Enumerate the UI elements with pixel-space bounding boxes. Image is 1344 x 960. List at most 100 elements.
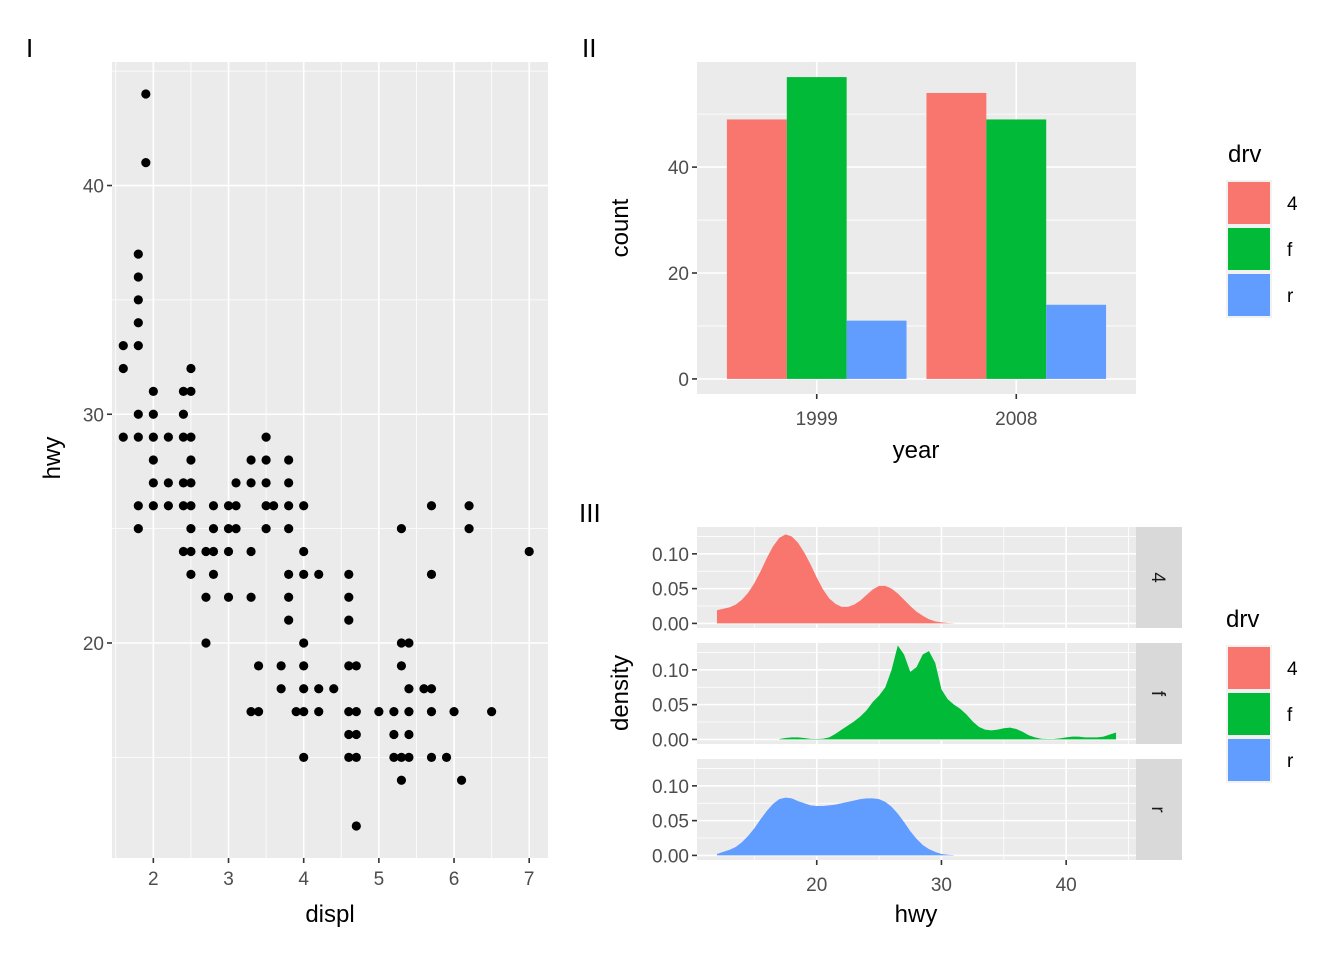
bar-legend: drv 4 f r (1226, 141, 1298, 318)
scatter-point (201, 638, 211, 648)
scatter-point (246, 478, 256, 488)
scatter-point (246, 546, 256, 557)
facet-strip-label: f (1147, 691, 1168, 697)
scatter-point (178, 501, 189, 511)
scatter-point (148, 409, 158, 419)
scatter-point (133, 272, 143, 282)
density-y-axis-title: density (607, 655, 634, 731)
facet-strip (1136, 527, 1182, 628)
legend-swatch-f (1228, 693, 1270, 735)
scatter-point (291, 707, 301, 717)
scatter-point (148, 478, 158, 488)
scatter-point (201, 592, 211, 602)
density-x-axis-title: hwy (895, 901, 938, 928)
x-tick-label: 3 (223, 869, 234, 890)
scatter-point (404, 638, 414, 648)
scatter-point (396, 524, 407, 534)
scatter-point (201, 546, 211, 557)
density-facets: 4 0.00 0.05 0.10 f 0.00 0.05 0.10 r 0.00 0.05 0.10 (652, 527, 1182, 867)
scatter-point (344, 752, 354, 762)
scatter-point (314, 707, 324, 717)
density-panel: III 4 0.00 0.05 0.10 f 0.00 0.05 0.10 r 0.00 0.05 0… (579, 498, 1298, 928)
scatter-point (231, 501, 241, 511)
legend-label-f: f (1287, 240, 1293, 261)
y-tick-label: 0.00 (652, 614, 689, 635)
scatter-point (426, 684, 437, 694)
scatter-point (269, 501, 279, 511)
scatter-point (118, 363, 128, 374)
legend-label-r: r (1287, 286, 1294, 307)
scatter-point (118, 432, 128, 442)
legend-swatch-r (1228, 739, 1270, 781)
density-area-4 (716, 534, 954, 624)
y-tick-label: 0 (678, 370, 689, 391)
scatter-point (261, 455, 271, 465)
scatter-point (118, 341, 128, 351)
density-facet-f: f 0.00 0.05 0.10 (652, 643, 1182, 751)
scatter-point (426, 569, 437, 579)
x-tick-label: 5 (374, 869, 385, 890)
scatter-point (351, 707, 361, 717)
x-tick-label: 30 (931, 875, 952, 896)
legend-swatch-4 (1228, 647, 1270, 689)
y-tick-label: 0.05 (652, 580, 689, 601)
scatter-point (404, 729, 414, 740)
x-tick-label: 6 (449, 869, 460, 890)
scatter-point (163, 501, 173, 511)
scatter-point (178, 546, 189, 557)
facet-strip-label: 4 (1147, 572, 1168, 583)
scatter-point (186, 546, 196, 557)
scatter-point (223, 546, 234, 557)
scatter-point (231, 524, 241, 534)
scatter-point (389, 729, 399, 740)
scatter-plot-background (112, 62, 548, 858)
scatter-point (389, 707, 399, 717)
scatter-point (186, 432, 196, 442)
density-facet-4: 4 0.00 0.05 0.10 (652, 527, 1182, 635)
facet-strip-label: r (1147, 806, 1168, 813)
scatter-point (284, 592, 294, 602)
scatter-point (133, 432, 143, 442)
bar-1999-r (846, 320, 907, 379)
scatter-points (118, 89, 534, 831)
scatter-point (299, 638, 309, 648)
y-tick-label: 0.00 (652, 730, 689, 751)
bar-1999-4 (726, 119, 787, 379)
scatter-point (133, 341, 143, 351)
scatter-point (284, 524, 294, 534)
scatter-point (148, 501, 158, 511)
scatter-point (261, 432, 271, 442)
scatter-point (419, 684, 429, 694)
scatter-point (344, 569, 354, 579)
scatter-point (449, 707, 459, 717)
scatter-point (299, 546, 309, 557)
scatter-point (186, 569, 196, 579)
scatter-x-axis-title: displ (305, 901, 354, 928)
x-tick-label: 1999 (796, 409, 838, 430)
density-x-axis: 20 30 40 (806, 860, 1077, 896)
scatter-point (133, 318, 143, 328)
scatter-point (141, 89, 151, 99)
scatter-point (299, 661, 309, 671)
scatter-point (284, 478, 294, 488)
scatter-point (299, 569, 309, 579)
scatter-point (389, 752, 399, 762)
x-tick-label: 7 (524, 869, 535, 890)
scatter-point (178, 386, 189, 396)
scatter-point (299, 752, 309, 762)
scatter-x-axis: 2 3 4 5 6 7 (148, 858, 534, 890)
scatter-point (178, 478, 189, 488)
bar-1999-f (786, 77, 847, 379)
density-legend: drv 4 f r (1226, 606, 1298, 783)
scatter-point (186, 455, 196, 465)
scatter-point (456, 775, 467, 785)
y-tick-label: 40 (668, 158, 689, 179)
scatter-point (141, 158, 151, 168)
scatter-point (223, 501, 234, 511)
bar-y-axis-title: count (607, 198, 634, 257)
legend-label-r: r (1287, 751, 1294, 772)
legend-swatch-4 (1228, 182, 1270, 224)
bar-legend-title: drv (1228, 141, 1261, 168)
density-facet-r: r 0.00 0.05 0.10 (652, 759, 1182, 867)
scatter-point (186, 386, 196, 396)
